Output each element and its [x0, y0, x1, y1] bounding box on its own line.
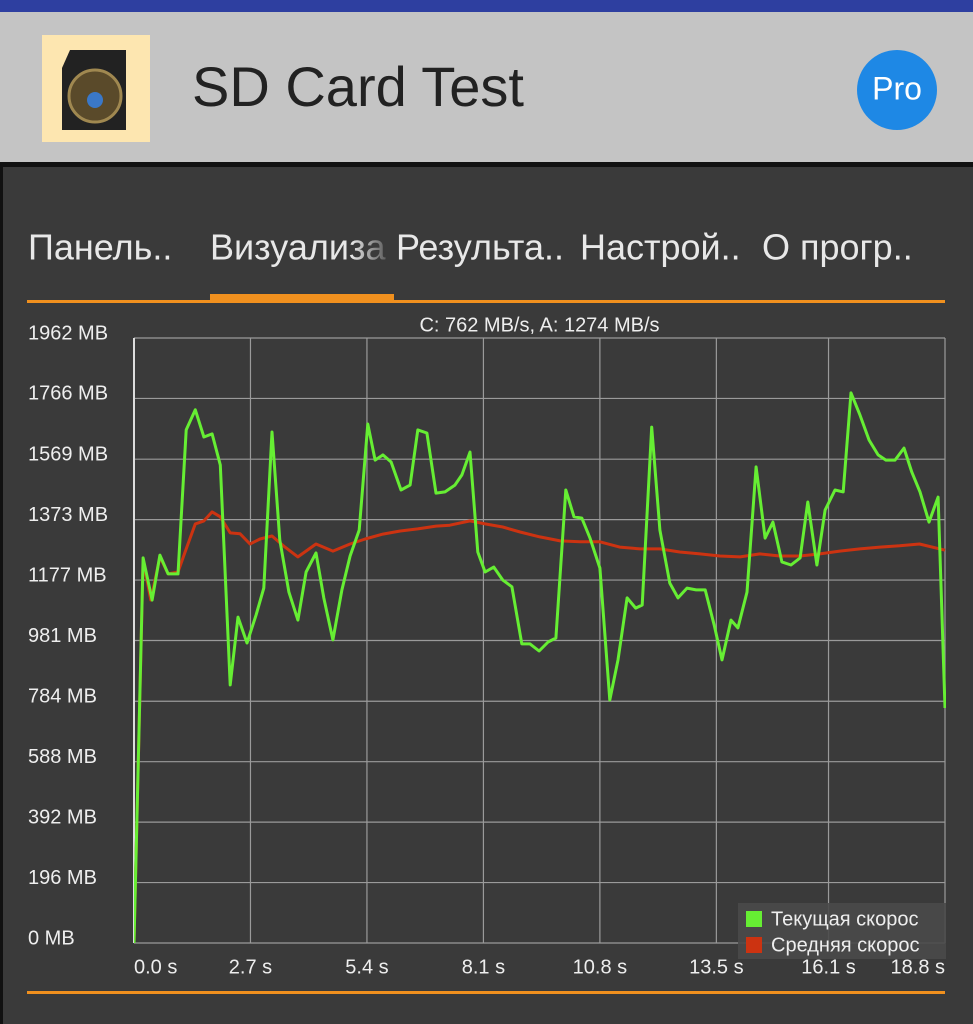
x-tick-label: 16.1 s	[801, 956, 855, 978]
y-tick-label: 1373 MB	[28, 504, 108, 526]
divider	[0, 162, 973, 167]
legend-swatch	[746, 937, 762, 953]
border	[0, 167, 3, 1024]
legend-label: Текущая скорос	[771, 908, 919, 930]
x-tick-label: 13.5 s	[689, 956, 743, 978]
x-tick-label: 8.1 s	[462, 956, 505, 978]
y-tick-label: 981 MB	[28, 625, 97, 647]
app-title: SD Card Test	[192, 55, 524, 118]
x-tick-label: 10.8 s	[573, 956, 627, 978]
y-tick-label: 392 MB	[28, 806, 97, 828]
tab[interactable]: Результа..	[396, 227, 564, 268]
pro-label[interactable]: Pro	[872, 70, 922, 106]
y-tick-label: 1766 MB	[28, 383, 108, 405]
selected-tab-indicator	[210, 294, 394, 301]
y-tick-label: 588 MB	[28, 746, 97, 768]
app-icon	[42, 35, 150, 142]
chart: C: 762 MB/s, A: 1274 MB/s 0 MB 196 MB 392 M…	[28, 314, 946, 978]
y-tick-label: 784 MB	[28, 686, 97, 708]
y-tick-label: 1177 MB	[28, 564, 107, 586]
x-tick-label: 0.0 s	[134, 956, 177, 978]
y-tick-label: 1569 MB	[28, 443, 108, 465]
series-line	[134, 510, 946, 944]
x-tick-label: 2.7 s	[229, 956, 272, 978]
tab[interactable]: Настрой..	[580, 227, 741, 268]
x-tick-label: 18.8 s	[891, 956, 945, 978]
tab-underline	[27, 300, 945, 303]
legend-swatch	[746, 911, 762, 927]
pro-button[interactable]: Pro	[857, 50, 937, 130]
app-bar	[0, 12, 973, 162]
tab[interactable]: Панель..	[28, 227, 172, 268]
tab-bar: Панель.. Визуализа Результа.. Настрой.. О пр…	[28, 227, 913, 268]
tab[interactable]: Визуализа	[210, 227, 386, 268]
legend: Текущая скорос Средняя скорос	[738, 903, 946, 959]
tab[interactable]: О прогр..	[762, 227, 913, 268]
series-line	[134, 391, 946, 944]
legend-label: Средняя скорос	[771, 934, 920, 956]
x-tick-label: 5.4 s	[345, 956, 388, 978]
y-tick-label: 1962 MB	[28, 322, 108, 344]
y-tick-label: 0 MB	[28, 927, 75, 949]
chart-subtitle: C: 762 MB/s, A: 1274 MB/s	[419, 314, 659, 336]
legend-box	[738, 903, 946, 959]
bottom-line	[27, 991, 945, 994]
status-bar	[0, 0, 973, 12]
y-tick-label: 196 MB	[28, 867, 97, 889]
